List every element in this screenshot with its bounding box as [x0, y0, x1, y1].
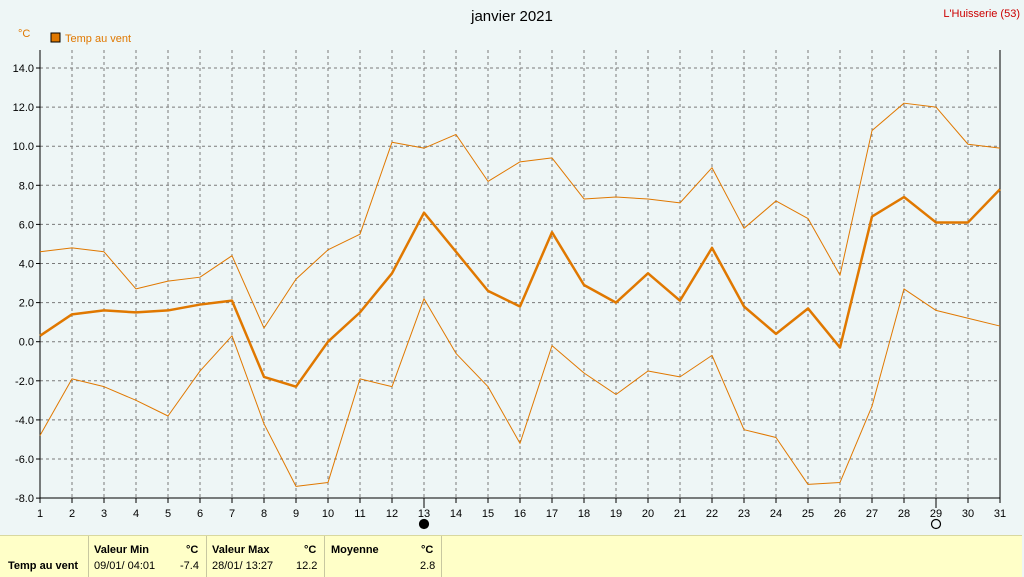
x-tick-label: 19: [610, 508, 622, 520]
x-tick-label: 3: [101, 508, 107, 520]
y-tick-label: 0.0: [19, 337, 34, 349]
x-tick-label: 4: [133, 508, 139, 520]
avg-unit: °C: [421, 544, 434, 556]
stats-row-label: Temp au vent: [8, 560, 79, 572]
station-name: L'Huisserie (53): [943, 8, 1020, 20]
min-header: Valeur Min: [94, 544, 150, 556]
x-tick-label: 1: [37, 508, 43, 520]
legend-label: Temp au vent: [65, 33, 131, 45]
y-tick-label: -2.0: [15, 376, 34, 388]
x-tick-label: 8: [261, 508, 267, 520]
y-tick-label: -8.0: [15, 493, 34, 505]
stats-divider: [441, 536, 442, 577]
x-tick-label: 13: [418, 508, 430, 520]
x-tick-label: 28: [898, 508, 910, 520]
series-line-max: [39, 102, 1001, 329]
series-line-min: [39, 288, 1001, 487]
min-unit: °C: [186, 544, 199, 556]
y-tick-label: 14.0: [13, 63, 34, 75]
y-tick-label: -4.0: [15, 415, 34, 427]
x-tick-label: 23: [738, 508, 750, 520]
stats-divider: [88, 536, 89, 577]
x-tick-label: 22: [706, 508, 718, 520]
max-value: 12.2: [296, 560, 318, 572]
x-tick-label: 10: [322, 508, 334, 520]
max-time: 28/01/ 13:27: [212, 560, 274, 572]
min-value: -7.4: [180, 560, 199, 572]
x-tick-label: 5: [165, 508, 171, 520]
avg-header: Moyenne: [331, 544, 379, 556]
avg-value: 2.8: [420, 560, 436, 572]
x-tick-label: 20: [642, 508, 654, 520]
y-tick-label: 6.0: [19, 219, 34, 231]
min-time: 09/01/ 04:01: [94, 560, 156, 572]
x-tick-label: 18: [578, 508, 590, 520]
temperature-chart: janvier 2021 L'Huisserie (53) °C Temp au…: [13, 8, 1020, 530]
y-tick-label: 8.0: [19, 180, 34, 192]
x-tick-label: 26: [834, 508, 846, 520]
x-tick-label: 2: [69, 508, 75, 520]
x-tick-label: 14: [450, 508, 462, 520]
x-tick-label: 25: [802, 508, 814, 520]
x-tick-label: 11: [354, 508, 365, 520]
y-unit-label: °C: [18, 28, 30, 40]
y-tick-label: 4.0: [19, 259, 34, 271]
x-tick-label: 24: [770, 508, 782, 520]
x-tick-label: 12: [386, 508, 398, 520]
chart-title: janvier 2021: [470, 8, 553, 25]
plot-area: 14.0 12.0 10.0 8.0 6.0 4.0 2.0 0.0 -2.0 -4.0 -6.0 -…: [13, 50, 1006, 530]
x-tick-label: 21: [674, 508, 686, 520]
x-tick-label: 7: [229, 508, 235, 520]
x-tick-label: 27: [866, 508, 878, 520]
x-tick-label: 31: [994, 508, 1006, 520]
legend-swatch: [50, 32, 61, 43]
x-tick-label: 15: [482, 508, 494, 520]
x-tick-label: 6: [197, 508, 203, 520]
x-tick-label: 17: [546, 508, 558, 520]
x-tick-label: 29: [930, 508, 942, 520]
x-tick-label: 9: [293, 508, 299, 520]
full-moon-icon: [930, 518, 942, 530]
max-unit: °C: [304, 544, 317, 556]
y-tick-label: 2.0: [19, 298, 34, 310]
max-header: Valeur Max: [212, 544, 270, 556]
y-tick-label: -6.0: [15, 454, 34, 466]
stats-divider: [324, 536, 325, 577]
new-moon-icon: [418, 518, 430, 530]
y-tick-label: 12.0: [13, 102, 34, 114]
series-line-mean: [39, 188, 1001, 388]
x-tick-label: 16: [514, 508, 526, 520]
y-tick-label: 10.0: [13, 141, 34, 153]
stats-divider: [206, 536, 207, 577]
stats-panel: Temp au vent Valeur Min °C 09/01/ 04:01 …: [0, 535, 1022, 577]
x-tick-label: 30: [962, 508, 974, 520]
